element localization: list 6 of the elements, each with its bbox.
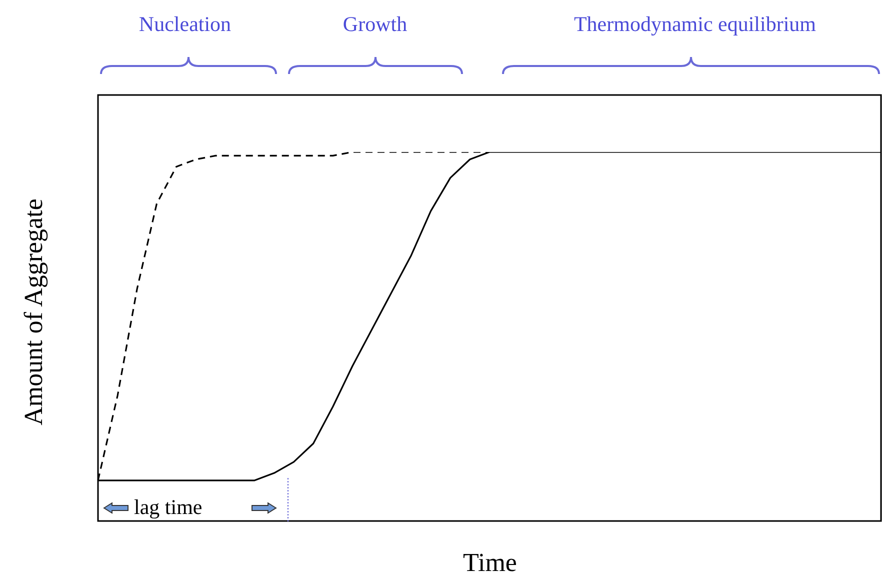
text: Thermodynamic equilibrium (574, 12, 816, 37)
text: Growth (342, 12, 408, 37)
annotation: lag time (134, 495, 202, 520)
x-axis-title: Time (463, 548, 517, 578)
y-axis-title: Amount of Aggregate (19, 198, 49, 426)
text: Nucleation (138, 12, 232, 37)
